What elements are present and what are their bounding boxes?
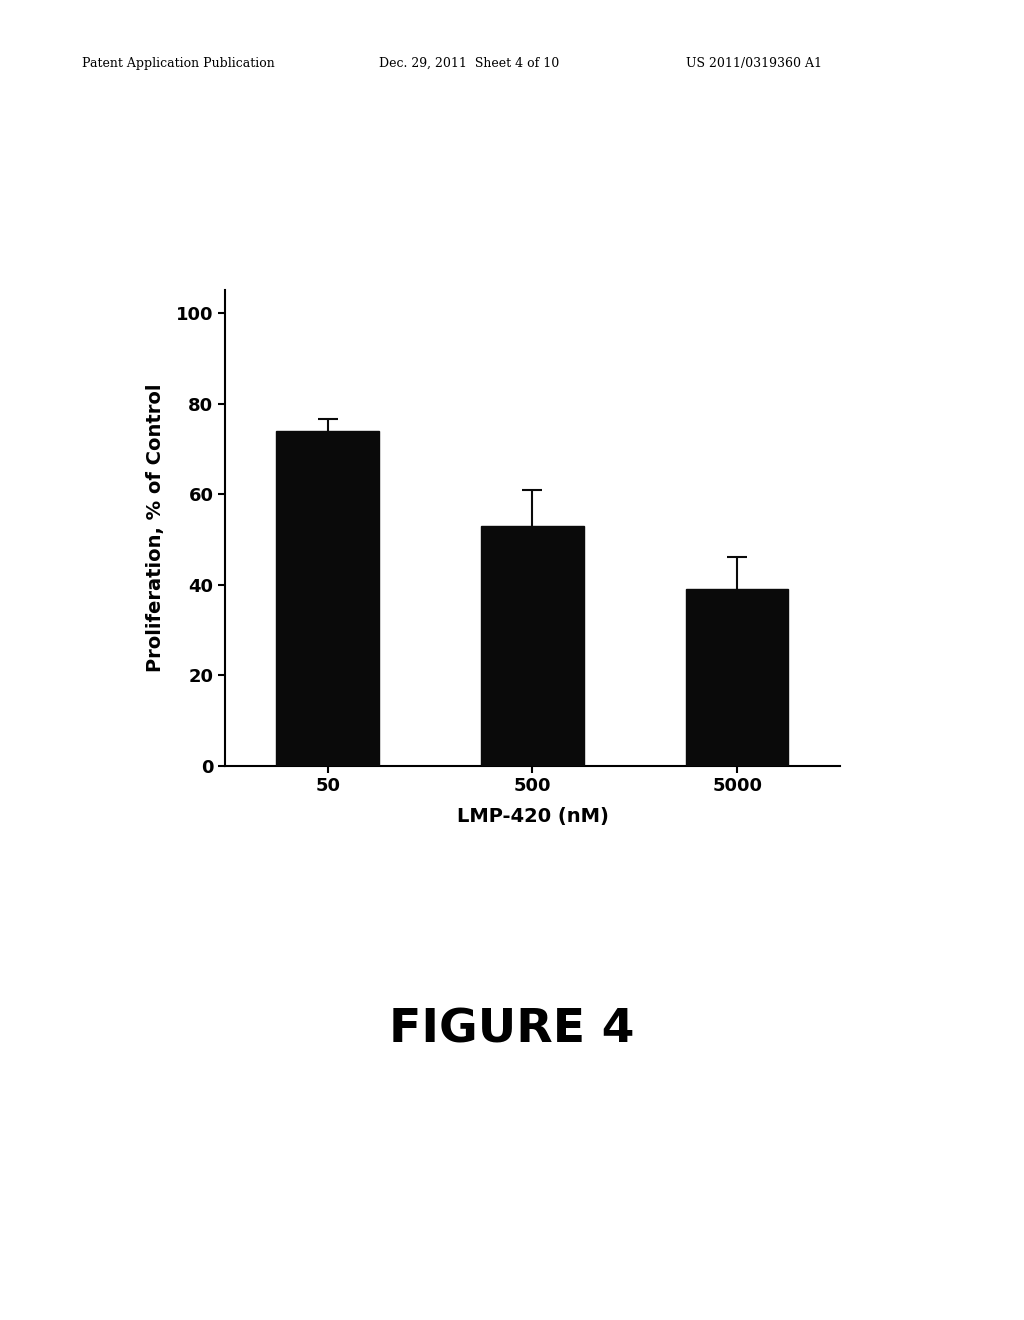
Y-axis label: Proliferation, % of Control: Proliferation, % of Control (145, 384, 165, 672)
X-axis label: LMP-420 (nM): LMP-420 (nM) (457, 807, 608, 825)
Text: FIGURE 4: FIGURE 4 (389, 1007, 635, 1052)
Bar (481, 525, 584, 766)
Text: US 2011/0319360 A1: US 2011/0319360 A1 (686, 57, 822, 70)
Text: Dec. 29, 2011  Sheet 4 of 10: Dec. 29, 2011 Sheet 4 of 10 (379, 57, 559, 70)
Bar (686, 589, 788, 766)
Text: Patent Application Publication: Patent Application Publication (82, 57, 274, 70)
Bar (276, 430, 379, 766)
